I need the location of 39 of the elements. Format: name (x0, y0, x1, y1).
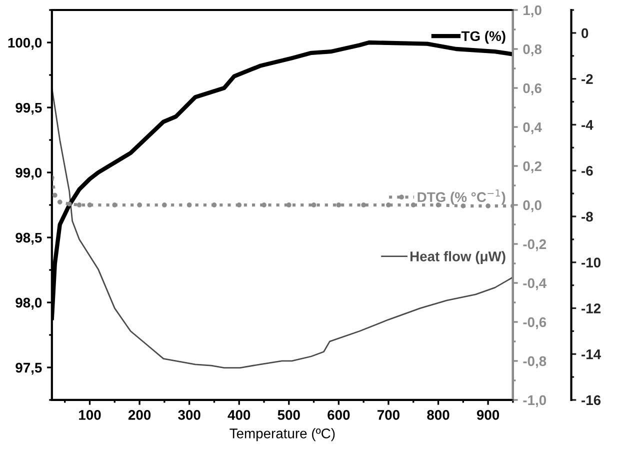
y-tick-label: 97,5 (16, 362, 42, 375)
y3-tick-label: -6 (582, 166, 593, 176)
y3-tick-label: -8 (582, 212, 593, 222)
y2-tick-label: 0,2 (523, 161, 542, 174)
x-tick-label: 400 (228, 410, 250, 420)
x-tick-label: 100 (79, 410, 101, 420)
legend-label: DTG (% °C$^{−1}$) (418, 189, 506, 205)
y2-tick-label: 0,0 (523, 200, 542, 212)
y2-tick-label: -0,4 (523, 278, 547, 290)
y3-tick-label: -2 (582, 74, 593, 84)
x-tick-label: 800 (427, 410, 450, 420)
y-tick-label: 98,5 (16, 232, 42, 245)
x-tick-label: 300 (178, 410, 200, 420)
y-tick-label: 99,0 (16, 168, 42, 180)
y2-tick-label: 0,4 (523, 122, 542, 134)
y-tick-label: 99,5 (16, 102, 42, 115)
legend-label: Heat flow (μW) (410, 251, 506, 264)
y2-tick-label: 0,8 (523, 44, 542, 56)
y3-tick-label: -14 (582, 350, 601, 360)
y3-tick-label: -16 (582, 395, 601, 406)
y3-tick-label: 0 (582, 28, 588, 38)
y3-tick-label: -10 (582, 258, 600, 268)
y2-tick-label: -0,6 (523, 317, 546, 330)
x-axis-title: Temperature (ºC) (230, 428, 335, 442)
x-tick-label: 500 (278, 410, 300, 420)
x-tick-label: 200 (128, 410, 151, 420)
y3-tick-label: -12 (582, 304, 601, 314)
y2-tick-label: -0,2 (523, 239, 546, 252)
legend-label: TG (%) (461, 30, 506, 44)
x-tick-label: 700 (377, 410, 400, 420)
y2-tick-label: -1,0 (523, 395, 546, 408)
x-tick-label: 600 (328, 410, 350, 420)
y-tick-label: 100,0 (8, 38, 42, 50)
y2-tick-label: 0,6 (523, 83, 542, 96)
y2-tick-label: 1,0 (524, 5, 542, 18)
y2-tick-label: -0,8 (523, 356, 546, 368)
y3-tick-label: -4 (582, 120, 594, 130)
y-tick-label: 98,0 (16, 298, 42, 310)
x-tick-label: 900 (476, 410, 500, 420)
